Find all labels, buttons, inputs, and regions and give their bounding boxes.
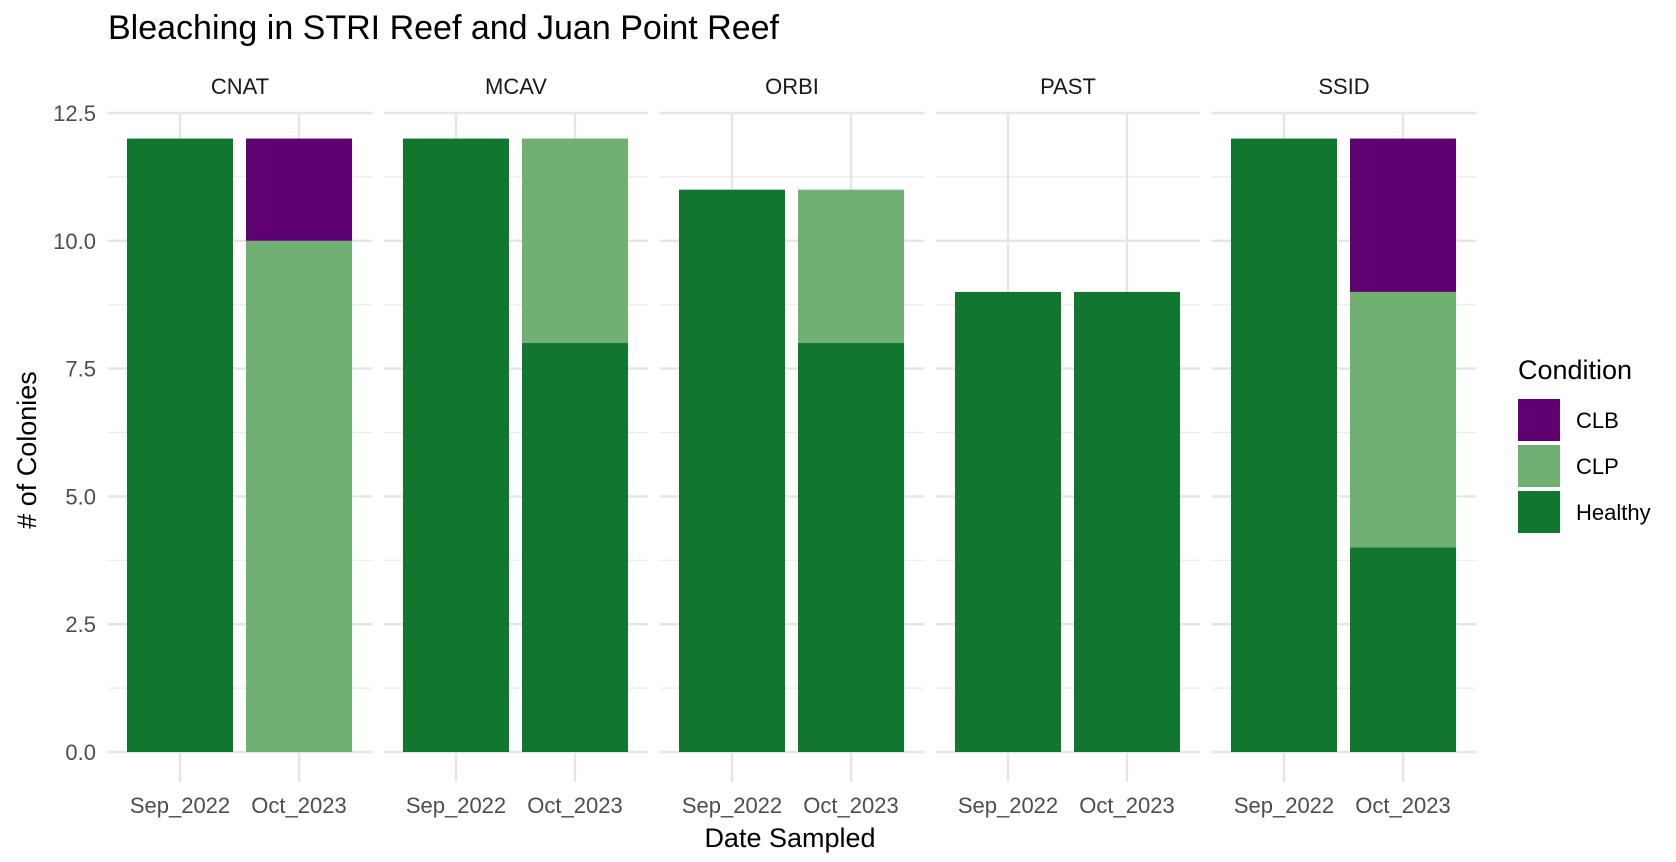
bar-past-sep_2022-healthy — [955, 291, 1061, 752]
facet-label: SSID — [1318, 74, 1369, 99]
x-tick-label: Sep_2022 — [406, 793, 506, 818]
x-tick-label: Oct_2023 — [1355, 793, 1450, 818]
legend-title: Condition — [1518, 355, 1632, 385]
bar-cnat-sep_2022-healthy — [127, 138, 233, 752]
bar-orbi-oct_2023-clp — [798, 189, 904, 344]
legend-key-clp — [1518, 445, 1560, 487]
facet-panel-cnat: CNAT Sep_2022 Oct_2023 — [108, 74, 372, 818]
bar-mcav-oct_2023-clp — [522, 138, 628, 344]
legend-key-clb — [1518, 399, 1560, 441]
facet-panel-past: PAST Sep_2022 Oct_2023 — [936, 74, 1200, 818]
legend: Condition CLB CLP Healthy — [1518, 355, 1651, 533]
y-axis-title: # of Colonies — [12, 371, 42, 529]
facet-label: MCAV — [485, 74, 547, 99]
bar-orbi-oct_2023-healthy — [798, 343, 904, 752]
bar-cnat-oct_2023-clp — [246, 240, 352, 753]
bar-ssid-oct_2023-clb — [1350, 138, 1456, 292]
y-tick-label: 5.0 — [65, 484, 96, 509]
bar-ssid-oct_2023-healthy — [1350, 547, 1456, 752]
x-tick-label: Sep_2022 — [1234, 793, 1334, 818]
bar-mcav-sep_2022-healthy — [403, 138, 509, 752]
x-tick-label: Sep_2022 — [682, 793, 782, 818]
bar-mcav-oct_2023-healthy — [522, 343, 628, 752]
bar-orbi-sep_2022-healthy — [679, 189, 785, 752]
facet-panels: CNAT Sep_2022 Oct_2023 MCAV Sep_2022 Oct_2023… — [108, 74, 1476, 818]
bar-ssid-oct_2023-clp — [1350, 291, 1456, 548]
bar-cnat-oct_2023-clb — [246, 138, 352, 241]
y-tick-label: 10.0 — [53, 229, 96, 254]
x-tick-label: Oct_2023 — [803, 793, 898, 818]
facet-label: PAST — [1040, 74, 1096, 99]
x-tick-label: Oct_2023 — [1079, 793, 1174, 818]
legend-label: Healthy — [1576, 500, 1651, 525]
y-axis: 0.0 2.5 5.0 7.5 10.0 12.5 — [53, 101, 96, 765]
x-tick-label: Sep_2022 — [958, 793, 1058, 818]
x-tick-label: Oct_2023 — [527, 793, 622, 818]
legend-label: CLP — [1576, 454, 1619, 479]
x-tick-label: Sep_2022 — [130, 793, 230, 818]
x-tick-label: Oct_2023 — [251, 793, 346, 818]
facet-label: ORBI — [765, 74, 819, 99]
legend-key-healthy — [1518, 491, 1560, 533]
chart-title: Bleaching in STRI Reef and Juan Point Re… — [108, 9, 780, 47]
y-tick-label: 7.5 — [65, 357, 96, 382]
bar-past-oct_2023-healthy — [1074, 291, 1180, 752]
facet-panel-ssid: SSID Sep_2022 Oct_2023 — [1212, 74, 1476, 818]
x-axis-title: Date Sampled — [704, 823, 875, 853]
facet-panel-mcav: MCAV Sep_2022 Oct_2023 — [384, 74, 648, 818]
y-tick-label: 2.5 — [65, 612, 96, 637]
facet-label: CNAT — [211, 74, 269, 99]
y-tick-label: 12.5 — [53, 101, 96, 126]
facet-panel-orbi: ORBI Sep_2022 Oct_2023 — [660, 74, 924, 818]
legend-label: CLB — [1576, 408, 1619, 433]
y-tick-label: 0.0 — [65, 740, 96, 765]
bar-ssid-sep_2022-healthy — [1231, 138, 1337, 752]
